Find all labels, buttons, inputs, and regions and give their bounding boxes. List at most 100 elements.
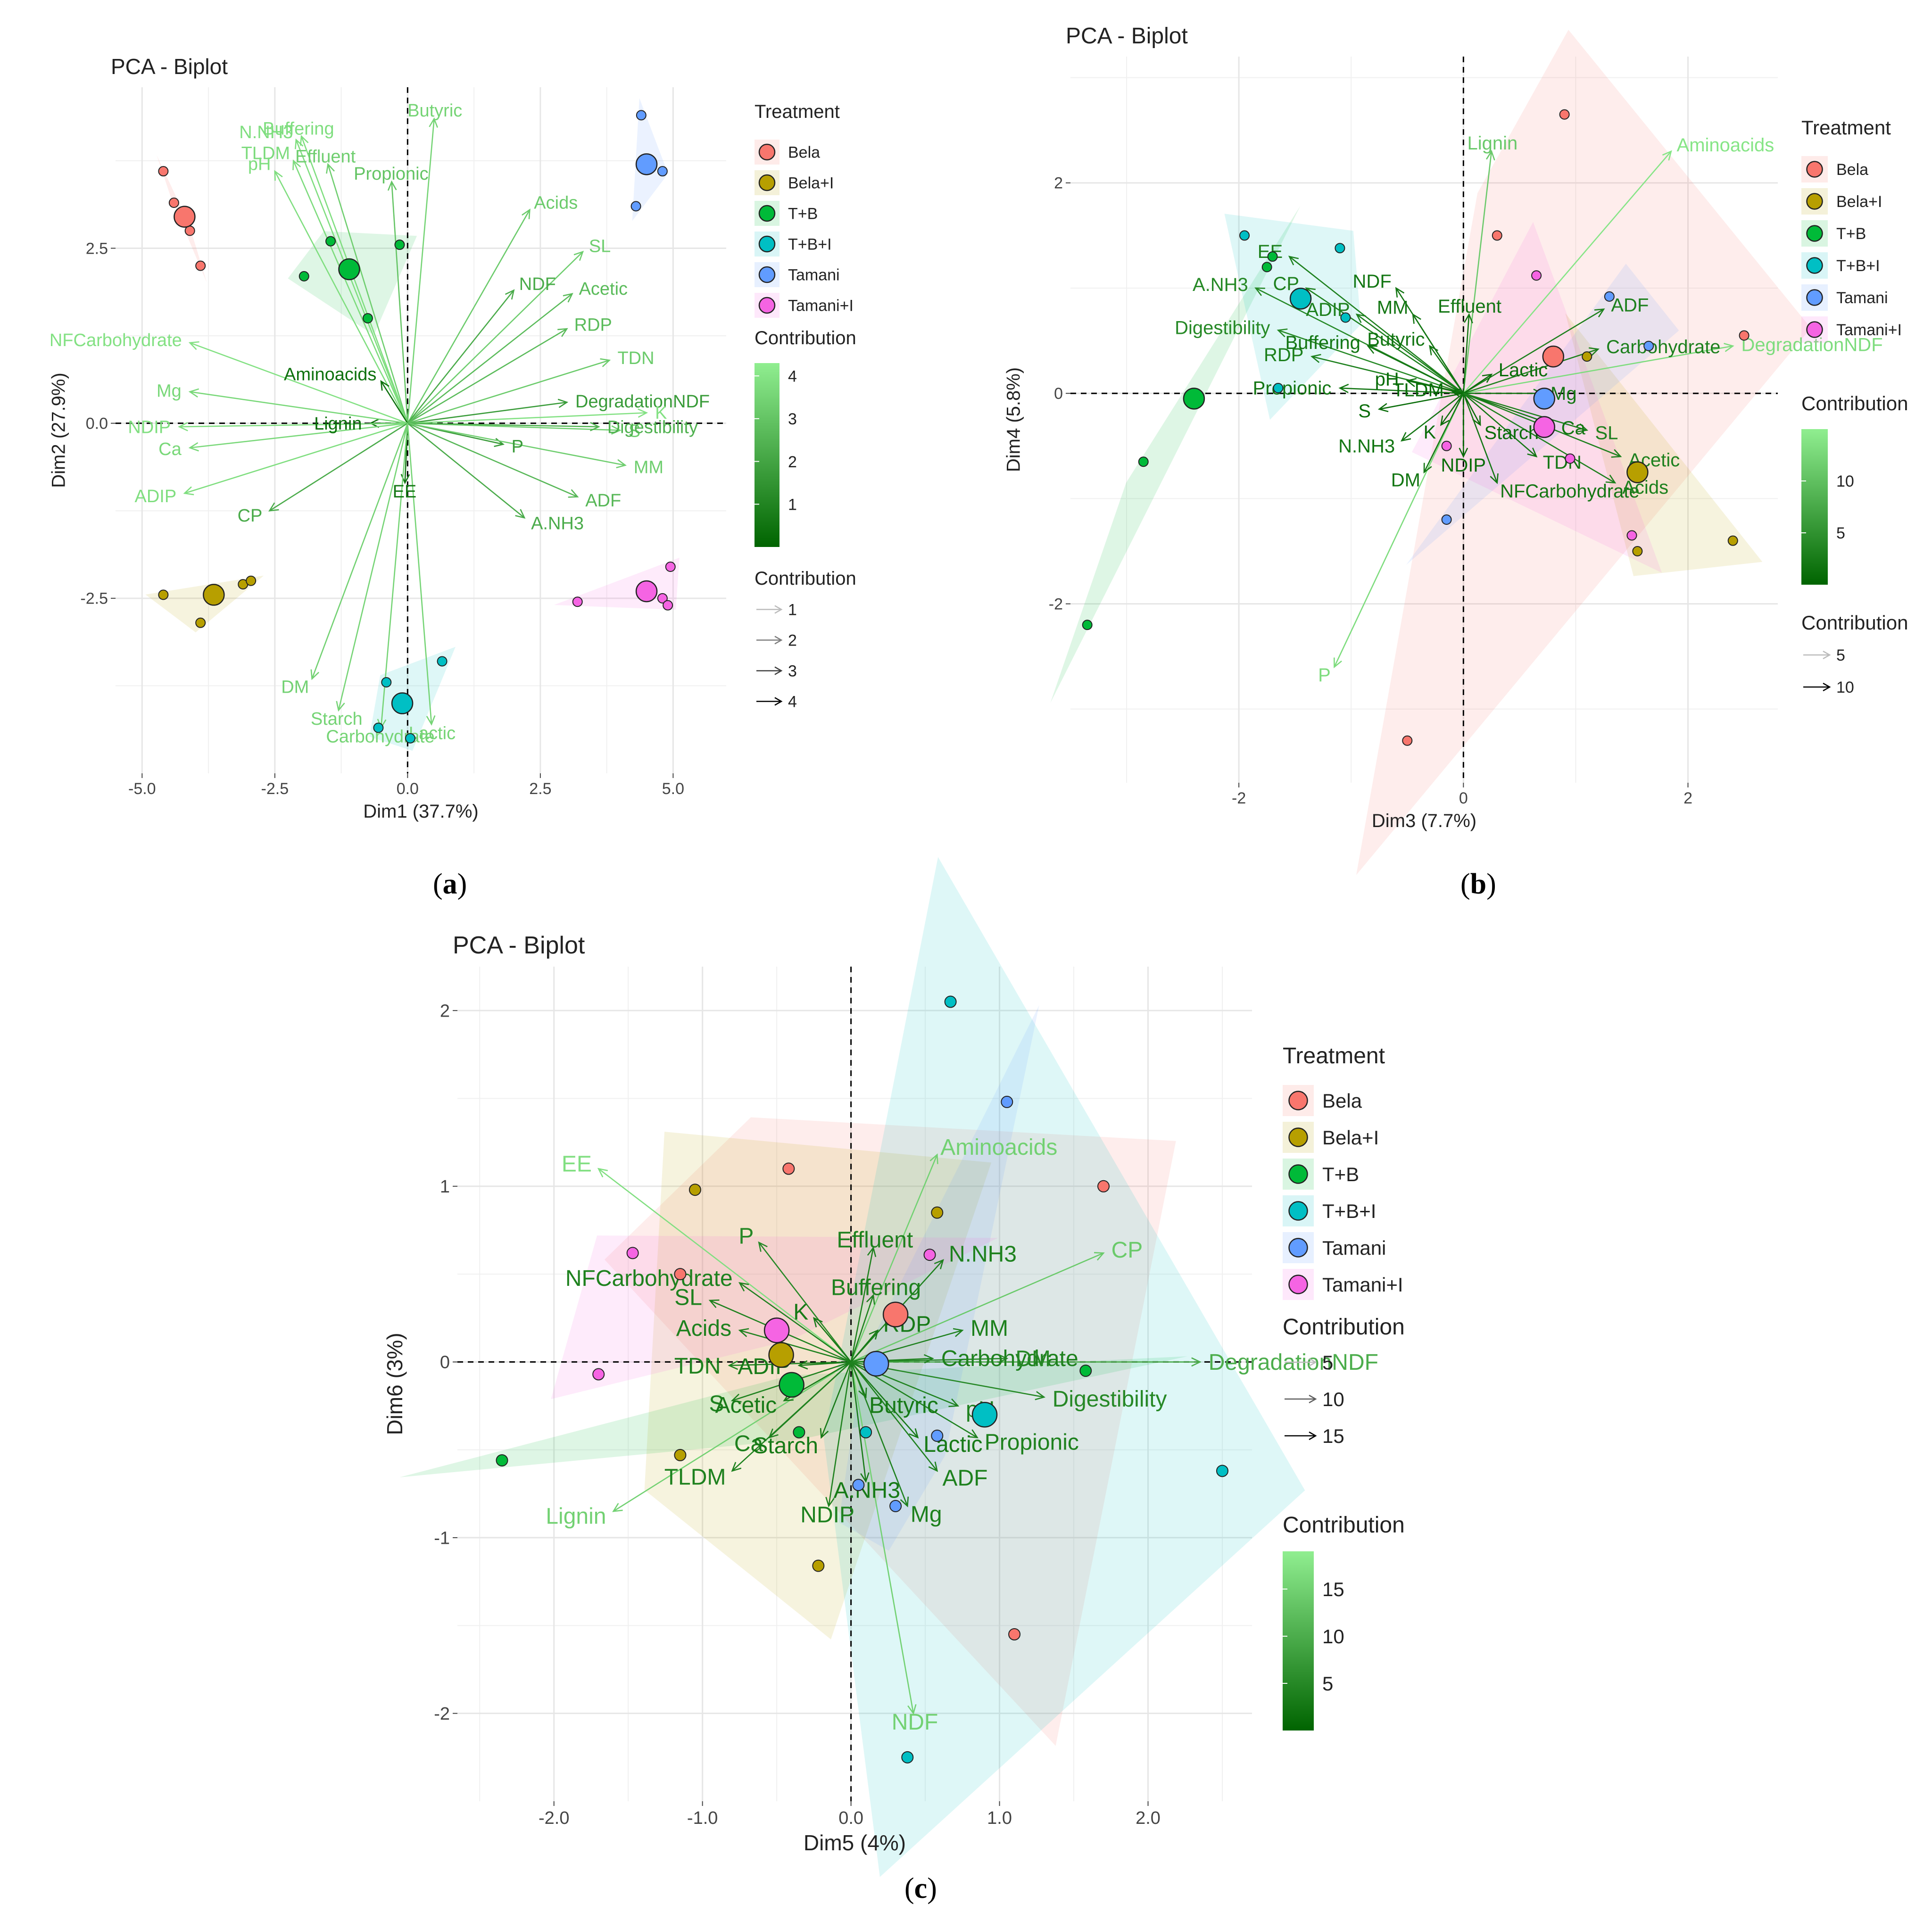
variable-label-a.nh3: A.NH3 [834,1478,900,1503]
arrowhead-tdn [728,1360,738,1370]
arrow-lactic [407,423,432,725]
variable-label-dm: DM [281,678,309,697]
arrowhead-sl [1577,423,1589,432]
variable-label-tdn: TDN [617,348,654,368]
arrow-adip [1356,314,1464,394]
arrow-adf [1463,308,1604,394]
legend-key-tamani-plus-i [1288,1275,1308,1294]
legend-arrow-label: 5 [1322,1351,1333,1374]
arrow-carbohydrate [380,423,408,728]
arrow-acids [739,1330,851,1363]
variable-label-acetic: Acetic [579,279,628,299]
arrowhead-dm [1423,463,1432,474]
point-tamani [636,110,647,121]
centroid-bela-plus-i [203,584,225,606]
colorbar-label: 10 [1322,1625,1344,1648]
arrow-rdp [407,328,567,424]
variable-label-sl: SL [674,1285,702,1310]
ellipse-t-plus-b-plus-i [823,857,1305,1877]
colorbar-label: 2 [788,453,797,471]
variable-label-tldm: TLDM [1393,380,1444,400]
legend-arrow-label: 1 [788,601,797,619]
centroid-tamani-plus-i [635,580,658,603]
variable-label-ndip: NDIP [1441,455,1486,476]
legend-key-tamani [758,266,776,283]
point-bela-plus-i [246,575,257,586]
arrowhead-butyric [1429,345,1439,356]
point-bela [1739,330,1750,341]
arrowhead-adf [568,489,579,498]
arrowhead-buffering [866,1293,875,1305]
variable-label-p: P [512,437,523,456]
arrow-ndf [407,290,514,424]
point-bela [1559,109,1570,120]
arrowhead-buffering [1367,345,1377,354]
arrow-dm [311,423,408,679]
arrowhead-cp [268,502,279,512]
variable-label-propionic: Propionic [1253,378,1332,398]
legend-key-bela-plus-i [1806,193,1823,210]
variable-label-dm: DM [1391,470,1420,491]
point-tamani-plus-i [592,1368,605,1381]
legend-arrow-label: 3 [788,662,797,680]
point-t-plus-b-plus-i [1273,383,1284,394]
axes: -2.0 -1.0 0.0 1.0 2.0 -2 -1 0 1 2 Dim5 (4%) Dim6 (3… [382,1001,1161,1855]
arrow-lignin [613,1361,852,1512]
legend-arrow-head [1309,1394,1317,1404]
arrowhead-dm [310,669,320,680]
arrowhead-adip [797,1360,808,1370]
ellipse-tamani [1406,264,1679,565]
legend-label-tamani: Tamani [1836,289,1888,307]
arrowhead-starch [336,701,345,712]
variable-label-lactic: Lactic [1499,360,1548,381]
legend-arrow-title: Contribution [1283,1315,1405,1340]
variable-label-digestibility: Digestibility [1053,1387,1167,1412]
centroid-bela [174,206,196,228]
arrowhead-a.nh3 [515,509,526,519]
arrowhead-s [730,1393,742,1403]
legend-arrow-head [774,636,783,645]
arrow-nfcarbohydrate [1463,393,1498,483]
variable-label-a.nh3: A.NH3 [531,514,584,534]
legend-arrow-head [774,697,783,706]
biplot-b: PCA - Biplot Lignin Aminoacids DegradationN… [1003,24,1908,875]
y-axis-label: Dim4 (5.8%) [1003,367,1024,472]
x-tick-label: 0 [1459,789,1468,807]
point-tamani-plus-i [657,593,668,604]
arrow-tldm [731,1361,852,1472]
variable-label-ndf: NDF [519,274,556,294]
arrowhead-starch [1472,415,1481,426]
arrow-n.nh3 [295,139,408,424]
individual-points [1082,109,1750,746]
arrow-aminoacids [380,381,408,424]
arrowhead-digestibility [590,422,600,431]
point-bela-plus-i [812,1559,825,1572]
arrowhead-a.nh3 [1254,287,1265,296]
axes: -2 0 2 -2 0 2 Dim3 (7.7%) Dim4 (5.8%) [1003,174,1692,831]
arrowhead-ndf [1395,287,1405,298]
arrow-lactic [850,1361,919,1438]
variable-label-adf: ADF [1611,295,1649,315]
arrow-butyric [407,118,435,423]
arrowhead-acetic [1611,449,1622,458]
colorbar-label: 5 [1836,524,1845,542]
variable-label-adf: ADF [585,491,621,511]
arrowhead-adf [1594,308,1605,318]
variable-label-adip: ADIP [135,487,177,506]
variable-label-adf: ADF [942,1466,987,1490]
arrowhead-mm [953,1328,964,1337]
arrow-ca [190,422,408,448]
arrow-cp [269,422,408,512]
x-axis-label: Dim1 (37.7%) [363,801,479,822]
variable-label-mm: MM [634,457,663,477]
legend-label-tamani: Tamani [788,266,840,284]
point-t-plus-b-plus-i [901,1751,914,1764]
variable-label-acids: Acids [534,193,578,213]
arrowhead-p [1334,657,1342,669]
arrow-degradationndf [407,401,567,424]
legend-arrow-label: 15 [1322,1425,1344,1447]
arrowhead-mg [188,388,199,398]
arrow-mm [407,422,626,466]
legend-arrow-title: Contribution [755,568,856,589]
